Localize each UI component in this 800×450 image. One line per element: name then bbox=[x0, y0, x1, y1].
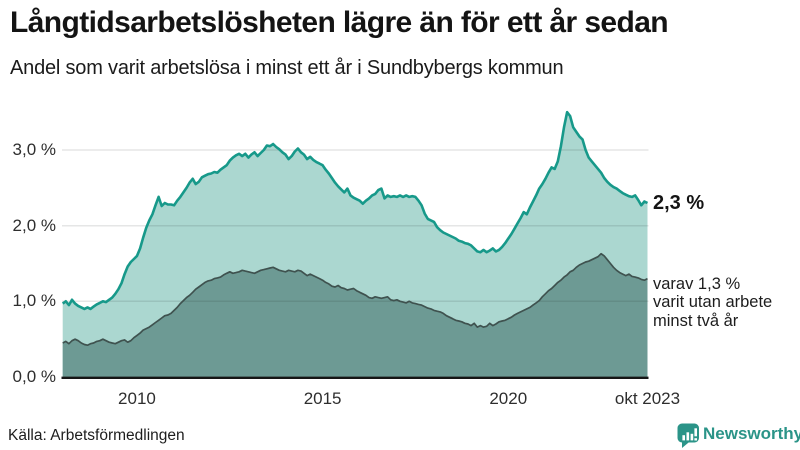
page-title: Långtidsarbetslösheten lägre än för ett … bbox=[10, 6, 669, 39]
secondary-annotation-line-2: varit utan arbete bbox=[653, 293, 773, 312]
secondary-annotation-line-3: minst två år bbox=[653, 311, 739, 330]
page-subtitle: Andel som varit arbetslösa i minst ett å… bbox=[10, 57, 564, 79]
newsworthy-logo-icon bbox=[677, 423, 699, 448]
y-tick-0: 0,0 % bbox=[12, 367, 56, 386]
source-label: Källa: Arbetsförmedlingen bbox=[8, 427, 185, 444]
line-minst-ett-ar bbox=[61, 110, 649, 311]
y-tick-2: 2,0 % bbox=[12, 215, 56, 235]
end-value-label: 2,3 % bbox=[653, 191, 705, 214]
x-tick-okt-2023: okt 2023 bbox=[614, 389, 681, 408]
newsworthy-wordmark: Newsworthy bbox=[703, 424, 800, 443]
y-tick-1: 1,0 % bbox=[12, 291, 56, 311]
x-tick-2015: 2015 bbox=[303, 389, 342, 408]
line-minst-tva-ar bbox=[62, 252, 648, 347]
secondary-annotation: varav 1,3 % varit utan arbete minst två … bbox=[653, 275, 772, 331]
x-tick-2010: 2010 bbox=[118, 389, 156, 408]
x-tick-2020: 2020 bbox=[489, 389, 528, 408]
gridlines bbox=[62, 149, 649, 303]
area-fill-minst-tva-ar bbox=[62, 253, 648, 377]
secondary-annotation-line-1: varav 1,3 % bbox=[653, 274, 741, 293]
y-tick-3: 3,0 % bbox=[12, 140, 56, 160]
